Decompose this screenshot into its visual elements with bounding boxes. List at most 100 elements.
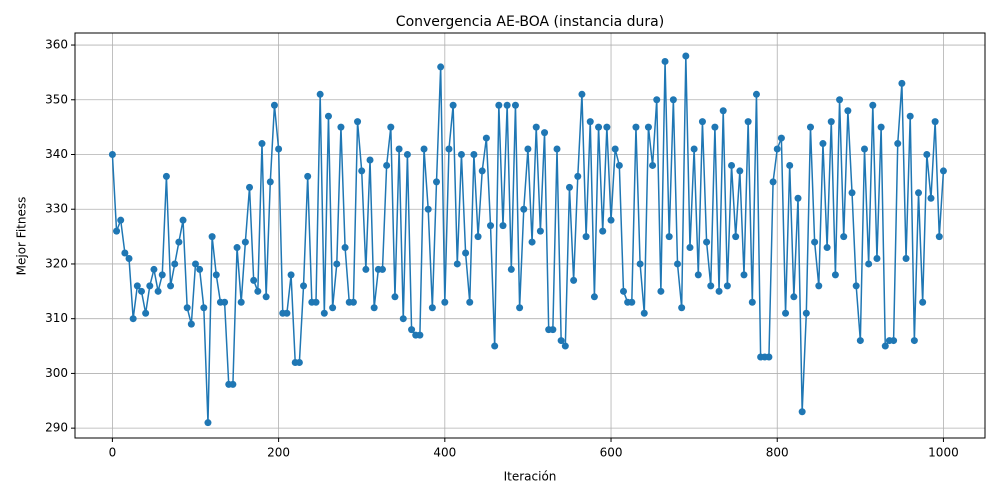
data-point xyxy=(129,315,137,323)
data-point xyxy=(611,145,619,153)
data-point xyxy=(844,107,852,115)
data-point xyxy=(329,304,337,312)
data-point xyxy=(204,419,212,427)
data-point xyxy=(898,79,906,87)
data-point xyxy=(341,244,349,252)
data-point xyxy=(304,172,312,180)
data-point xyxy=(561,342,569,350)
data-point xyxy=(167,282,175,290)
data-point xyxy=(865,260,873,268)
data-point xyxy=(698,118,706,126)
data-point xyxy=(233,244,241,252)
data-point xyxy=(196,265,204,273)
data-point xyxy=(748,298,756,306)
data-point xyxy=(528,238,536,246)
data-point xyxy=(495,101,503,109)
data-point xyxy=(686,244,694,252)
data-point xyxy=(133,282,141,290)
data-point xyxy=(831,271,839,279)
data-point xyxy=(462,249,470,257)
data-point xyxy=(578,90,586,98)
data-point xyxy=(744,118,752,126)
data-point xyxy=(728,161,736,169)
data-point xyxy=(586,118,594,126)
data-point xyxy=(121,249,129,257)
data-line xyxy=(111,55,945,423)
data-point xyxy=(246,183,254,191)
data-point xyxy=(258,140,266,148)
data-point xyxy=(628,298,636,306)
data-point xyxy=(790,293,798,301)
data-point xyxy=(674,260,682,268)
data-point xyxy=(690,145,698,153)
data-point xyxy=(187,320,195,328)
data-point xyxy=(137,287,145,295)
data-point xyxy=(549,326,557,334)
data-point xyxy=(802,309,810,317)
y-tick-label: 350 xyxy=(45,92,68,106)
data-point xyxy=(146,282,154,290)
data-point xyxy=(798,408,806,416)
data-point xyxy=(158,271,166,279)
data-point xyxy=(503,101,511,109)
data-point xyxy=(457,151,465,158)
data-point xyxy=(931,118,939,126)
data-point xyxy=(678,304,686,312)
data-point xyxy=(615,161,623,169)
data-point xyxy=(565,183,573,191)
data-point xyxy=(449,101,457,109)
data-point xyxy=(229,380,237,388)
data-point xyxy=(337,123,345,131)
data-point xyxy=(482,134,490,142)
data-point xyxy=(782,309,790,317)
x-tick-label: 400 xyxy=(433,446,456,460)
data-point xyxy=(707,282,715,290)
data-point xyxy=(316,90,324,98)
data-point xyxy=(703,238,711,246)
y-axis-label: Mejor Fitness xyxy=(15,197,29,276)
data-point xyxy=(441,298,449,306)
data-point xyxy=(387,123,395,131)
data-point xyxy=(200,304,208,312)
data-point xyxy=(636,260,644,268)
data-point xyxy=(599,227,607,235)
data-point xyxy=(324,112,332,120)
data-point xyxy=(736,167,744,175)
data-point xyxy=(811,238,819,246)
data-point xyxy=(632,123,640,131)
data-point xyxy=(487,222,495,230)
data-point xyxy=(437,63,445,71)
data-point xyxy=(420,145,428,153)
data-point xyxy=(349,298,357,306)
data-point xyxy=(694,271,702,279)
data-point xyxy=(723,282,731,290)
data-point xyxy=(848,189,856,197)
data-point xyxy=(241,238,249,246)
data-point xyxy=(553,145,561,153)
data-point xyxy=(653,96,661,104)
data-point xyxy=(266,178,274,186)
x-tick-label: 600 xyxy=(600,446,623,460)
data-point xyxy=(711,123,719,131)
y-tick-label: 290 xyxy=(45,421,68,435)
data-point xyxy=(516,304,524,312)
data-point xyxy=(283,309,291,317)
data-point xyxy=(171,260,179,268)
data-point xyxy=(333,260,341,268)
data-point xyxy=(557,337,565,345)
data-point xyxy=(433,178,441,186)
data-point xyxy=(474,233,482,241)
x-tick-label: 200 xyxy=(267,446,290,460)
data-point xyxy=(665,233,673,241)
data-point xyxy=(574,172,582,180)
data-point xyxy=(150,265,158,273)
y-tick-label: 320 xyxy=(45,256,68,270)
data-point xyxy=(840,233,848,241)
data-point xyxy=(408,326,416,334)
data-point xyxy=(715,287,723,295)
data-point xyxy=(300,282,308,290)
data-point xyxy=(856,337,864,345)
data-point xyxy=(532,123,540,131)
data-point xyxy=(383,161,391,169)
